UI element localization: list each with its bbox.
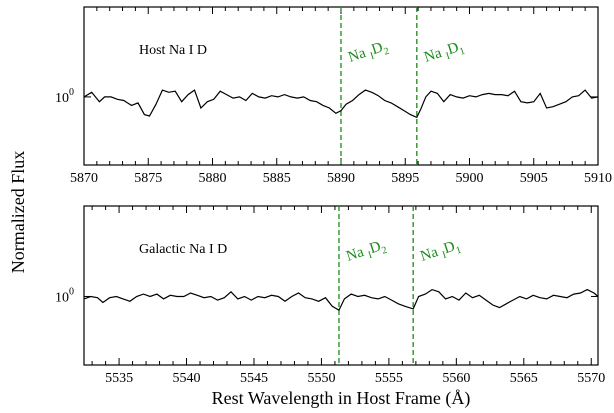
spectrum-line xyxy=(83,89,599,119)
x-tick-label: 5570 xyxy=(577,371,605,386)
panel-title: Host Na I D xyxy=(139,43,207,58)
y-axis-label: Normalized Flux xyxy=(8,151,28,273)
x-tick-label: 5540 xyxy=(173,371,201,386)
panel-title: Galactic Na I D xyxy=(139,242,227,257)
x-tick-label: 5885 xyxy=(263,171,291,186)
x-tick-label: 5555 xyxy=(375,371,403,386)
y-tick-label: 100 xyxy=(55,87,74,106)
spectrum-line xyxy=(83,288,599,312)
na-d-label: Na ID1 xyxy=(422,38,466,69)
y-tick-label: 100 xyxy=(55,286,74,305)
na-d-label: Na ID2 xyxy=(346,38,390,69)
x-tick-label: 5905 xyxy=(520,171,548,186)
x-tick-label: 5565 xyxy=(510,371,538,386)
x-tick-label: 5900 xyxy=(456,171,484,186)
na-d-label: Na ID1 xyxy=(418,237,462,268)
x-tick-label: 5870 xyxy=(70,171,98,186)
plot-frame xyxy=(83,6,599,166)
panel-1: 5870 5875 5880 5885 5890 5895 5900 5905 5910 100 H… xyxy=(55,6,612,186)
x-axis-label: Rest Wavelength in Host Frame (Å) xyxy=(212,388,471,409)
x-tick-label: 5550 xyxy=(307,371,335,386)
x-tick-label: 5895 xyxy=(391,171,419,186)
x-tick-label: 5535 xyxy=(105,371,133,386)
x-tick-label: 5880 xyxy=(199,171,227,186)
x-tick-label: 5545 xyxy=(240,371,268,386)
panel-2: 5535 5540 5545 5550 5555 5560 5565 5570 100 Galac… xyxy=(55,205,605,386)
x-tick-label: 5560 xyxy=(442,371,470,386)
x-tick-label: 5875 xyxy=(134,171,162,186)
na-d-label: Na ID2 xyxy=(344,237,388,268)
plot-frame xyxy=(83,205,599,366)
x-tick-label: 5910 xyxy=(584,171,612,186)
x-tick-label: 5890 xyxy=(327,171,355,186)
panels: 5870 5875 5880 5885 5890 5895 5900 5905 5910 100 H… xyxy=(55,6,612,386)
